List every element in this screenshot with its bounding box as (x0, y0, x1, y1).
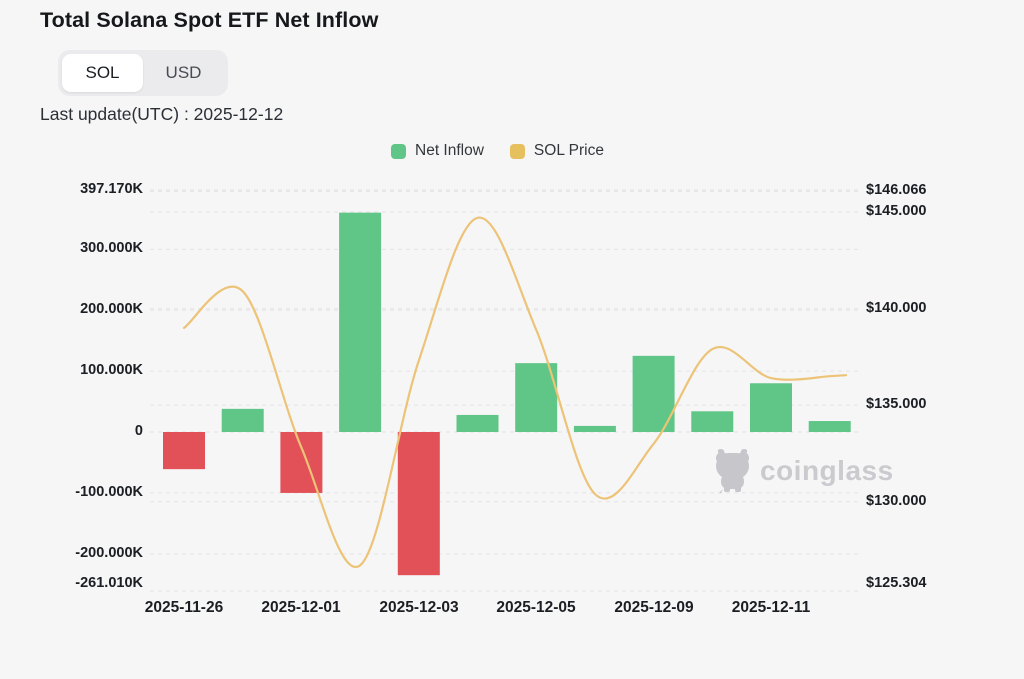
x-axis-label-2025-12-05: 2025-12-05 (496, 599, 576, 616)
net-inflow-bar-2025-12-01[interactable] (280, 432, 323, 493)
toggle-option-usd[interactable]: USD (165, 63, 202, 82)
legend-label-sol-price: SOL Price (533, 142, 604, 159)
page-title: Total Solana Spot ETF Net Inflow (40, 8, 379, 32)
right-axis-tick-$125.304: $125.304 (866, 575, 927, 591)
coinglass-watermark: coinglass (712, 448, 894, 493)
sol-price-line (182, 216, 848, 569)
net-inflow-bar-2025-12-10[interactable] (691, 411, 734, 432)
right-axis-tick-$135.000: $135.000 (866, 396, 927, 412)
right-axis-tick-$146.066: $146.066 (866, 182, 927, 198)
right-axis-tick-$130.000: $130.000 (866, 493, 927, 509)
left-axis-tick-200.000K: 200.000K (80, 301, 143, 317)
last-update-label: Last update(UTC) : 2025-12-12 (40, 104, 284, 124)
net-inflow-bar-2025-12-05[interactable] (515, 363, 558, 432)
net-inflow-swatch-icon (391, 143, 406, 159)
left-axis-tick-100.000K: 100.000K (80, 362, 143, 378)
x-axis-label-2025-12-03: 2025-12-03 (379, 599, 459, 616)
net-inflow-bar-2025-12-08[interactable] (573, 425, 616, 432)
x-axis-label-2025-12-09: 2025-12-09 (614, 599, 694, 616)
net-inflow-bar-2025-12-03[interactable] (397, 432, 440, 576)
left-axis-tick--261.010K: -261.010K (75, 575, 143, 591)
left-axis-tick-0: 0 (134, 423, 143, 439)
unit-toggle: SOL USD (58, 50, 228, 96)
toggle-option-sol[interactable]: SOL (62, 54, 143, 92)
right-axis-tick-$145.000: $145.000 (866, 203, 927, 219)
x-axis-label-2025-12-11: 2025-12-11 (731, 599, 811, 616)
left-axis-tick-300.000K: 300.000K (80, 240, 143, 256)
chart-legend: Net Inflow SOL Price (391, 142, 604, 160)
net-inflow-bar-2025-11-26[interactable] (163, 432, 205, 470)
legend-item-sol-price[interactable]: SOL Price (509, 142, 604, 160)
legend-item-net-inflow[interactable]: Net Inflow (391, 142, 484, 160)
left-axis-tick-397.170K: 397.170K (80, 181, 143, 197)
x-axis-label-2025-11-26: 2025-11-26 (144, 599, 224, 616)
left-axis-tick--200.000K: -200.000K (75, 545, 143, 561)
net-inflow-bar-2025-12-02[interactable] (339, 212, 382, 432)
coinglass-logo-icon (716, 449, 749, 493)
watermark-text: coinglass (760, 454, 894, 486)
net-inflow-bar-2025-12-11[interactable] (750, 383, 792, 432)
legend-label-net-inflow: Net Inflow (415, 142, 484, 159)
net-inflow-bar-2025-11-28[interactable] (221, 408, 264, 432)
left-axis-tick--100.000K: -100.000K (75, 484, 143, 500)
net-inflow-bar-2025-12-04[interactable] (456, 414, 499, 432)
net-inflow-bar-2025-12-12[interactable] (808, 421, 851, 432)
right-axis-tick-$140.000: $140.000 (866, 300, 927, 316)
sol-price-swatch-icon (509, 143, 525, 159)
x-axis-label-2025-12-01: 2025-12-01 (261, 599, 341, 616)
